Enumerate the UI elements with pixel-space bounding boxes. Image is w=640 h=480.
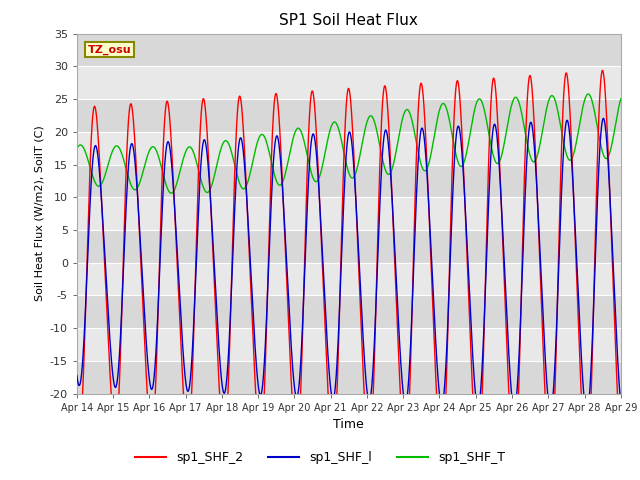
Bar bbox=[77, 66, 621, 99]
Bar bbox=[77, 197, 621, 230]
Bar bbox=[77, 99, 621, 132]
Bar bbox=[77, 328, 621, 361]
Bar bbox=[77, 230, 621, 263]
X-axis label: Time: Time bbox=[333, 418, 364, 431]
Bar bbox=[77, 165, 621, 197]
Y-axis label: Soil Heat Flux (W/m2), SoilT (C): Soil Heat Flux (W/m2), SoilT (C) bbox=[34, 126, 44, 301]
Bar bbox=[77, 263, 621, 295]
Title: SP1 Soil Heat Flux: SP1 Soil Heat Flux bbox=[280, 13, 418, 28]
Bar bbox=[77, 34, 621, 66]
Legend: sp1_SHF_2, sp1_SHF_l, sp1_SHF_T: sp1_SHF_2, sp1_SHF_l, sp1_SHF_T bbox=[130, 446, 510, 469]
Bar bbox=[77, 361, 621, 394]
Bar bbox=[77, 295, 621, 328]
Text: TZ_osu: TZ_osu bbox=[88, 44, 131, 55]
Bar bbox=[77, 132, 621, 165]
